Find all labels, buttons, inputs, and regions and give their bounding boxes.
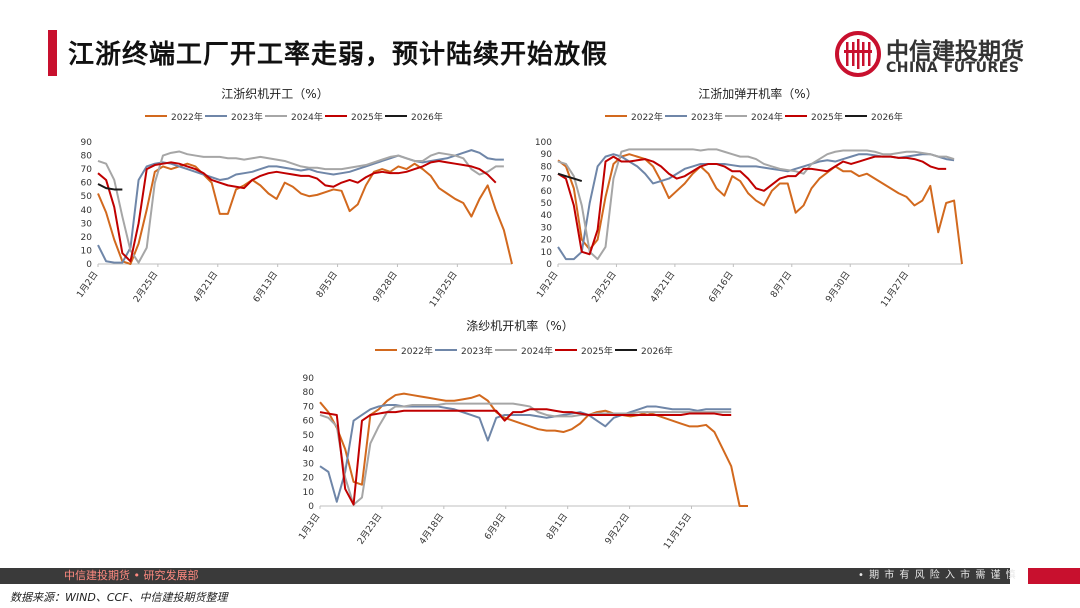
y-tick-label: 60 (541, 187, 553, 197)
y-tick-label: 10 (541, 248, 553, 258)
y-tick-label: 50 (81, 192, 93, 202)
y-tick-label: 70 (81, 165, 93, 175)
chart-title: 涤纱机开机率（%） (466, 318, 573, 333)
footer-bar (0, 568, 1010, 584)
logo-name-en: CHINA FUTURES (886, 60, 1020, 76)
y-tick-label: 90 (81, 138, 93, 148)
series-line (97, 159, 497, 263)
y-tick-label: 10 (81, 246, 93, 256)
y-tick-label: 0 (308, 502, 314, 512)
legend-label: 2022年 (631, 111, 663, 123)
y-tick-label: 10 (303, 488, 315, 498)
y-tick-label: 20 (303, 474, 315, 484)
chart-title: 江浙加弹开机率（%） (698, 86, 817, 101)
y-tick-label: 30 (81, 219, 93, 229)
y-tick-label: 40 (303, 445, 315, 455)
y-tick-label: 0 (546, 260, 552, 270)
x-tick-label: 2月25日 (131, 269, 160, 304)
series-line (97, 150, 504, 264)
series-line (557, 153, 955, 261)
data-source: 数据来源：WIND、CCF、中信建投期货整理 (10, 591, 228, 604)
title-accent-bar (48, 30, 57, 76)
y-tick-label: 50 (541, 199, 553, 209)
x-tick-label: 8月7日 (768, 269, 794, 299)
x-tick-label: 1月2日 (75, 269, 101, 299)
y-tick-label: 90 (303, 374, 315, 384)
x-tick-label: 8月5日 (314, 269, 340, 299)
footer-department: 中信建投期货 • 研究发展部 (64, 569, 199, 582)
legend-label: 2022年 (171, 111, 203, 123)
legend-label: 2024年 (521, 345, 553, 357)
x-tick-label: 2月23日 (355, 511, 384, 546)
series-line (319, 392, 748, 507)
legend-label: 2023年 (691, 111, 723, 123)
y-tick-label: 20 (81, 233, 93, 243)
footer-risk-warning: • 期 市 有 风 险 入 市 需 谨 慎 (858, 570, 1017, 581)
x-tick-label: 4月21日 (648, 269, 677, 304)
y-tick-label: 100 (535, 138, 552, 148)
chart-title: 江浙织机开工（%） (221, 87, 328, 101)
x-tick-label: 4月21日 (191, 269, 220, 304)
x-tick-label: 6月9日 (482, 511, 508, 541)
legend-label: 2022年 (401, 345, 433, 357)
x-tick-label: 9月22日 (603, 511, 632, 546)
x-tick-label: 9月28日 (371, 269, 400, 304)
legend-label: 2025年 (581, 345, 613, 357)
legend-label: 2024年 (751, 111, 783, 123)
y-tick-label: 30 (303, 459, 315, 469)
series-line (557, 172, 583, 182)
series-line (557, 148, 955, 261)
x-tick-label: 11月25日 (427, 269, 459, 309)
chart-texturing-machine-rate: 江浙加弹开机率（%） 2022年 2023年 2024年 2025年 2026年 0 10 20… (535, 86, 963, 309)
y-tick-label: 0 (86, 260, 92, 270)
x-tick-label: 1月3日 (297, 511, 323, 541)
y-tick-label: 70 (541, 175, 553, 185)
y-tick-label: 70 (303, 402, 315, 412)
legend-label: 2026年 (411, 111, 443, 123)
y-tick-label: 30 (541, 223, 553, 233)
x-tick-label: 6月13日 (251, 269, 280, 304)
y-tick-label: 20 (541, 236, 553, 246)
x-tick-label: 11月15日 (661, 511, 693, 551)
y-tick-label: 50 (303, 431, 315, 441)
y-tick-label: 40 (541, 211, 553, 221)
y-tick-label: 80 (81, 152, 93, 162)
legend-label: 2024年 (291, 111, 323, 123)
y-tick-label: 80 (541, 162, 553, 172)
logo-name-cn: 中信建投期货 (886, 39, 1024, 65)
series-line (97, 162, 513, 265)
logo-mark-icon (835, 31, 881, 77)
series-line (557, 153, 963, 265)
x-tick-label: 11月27日 (879, 269, 911, 309)
page-title: 江浙终端工厂开工率走弱，预计陆续开始放假 (68, 40, 609, 70)
chart-weaving-machine-rate: 江浙织机开工（%） 2022年 2023年 2024年 2025年 2026年 0 10 20 3… (75, 87, 513, 309)
series-line (319, 408, 732, 506)
chart-polyester-yarn-machine-rate: 涤纱机开机率（%） 2022年 2023年 2024年 2025年 2026年 0 10 20 3… (297, 318, 748, 551)
y-tick-label: 40 (81, 206, 93, 216)
legend-label: 2023年 (231, 111, 263, 123)
x-tick-label: 9月30日 (823, 269, 852, 304)
legend-label: 2023年 (461, 345, 493, 357)
series-line (319, 404, 732, 503)
y-tick-label: 60 (81, 179, 93, 189)
series-line (97, 183, 123, 191)
y-tick-label: 90 (541, 150, 553, 160)
legend-label: 2026年 (641, 345, 673, 357)
y-tick-label: 60 (303, 417, 315, 427)
x-tick-label: 2月25日 (590, 269, 619, 304)
legend-label: 2026年 (871, 111, 903, 123)
series-line (557, 155, 947, 256)
y-tick-label: 80 (303, 388, 315, 398)
x-tick-label: 8月1日 (544, 511, 570, 541)
legend-label: 2025年 (811, 111, 843, 123)
footer-accent (1028, 568, 1080, 584)
x-tick-label: 4月18日 (417, 511, 446, 546)
x-tick-label: 1月2日 (535, 269, 561, 299)
company-logo: 中信建投期货 CHINA FUTURES (834, 30, 1034, 80)
legend-label: 2025年 (351, 111, 383, 123)
x-tick-label: 6月16日 (707, 269, 736, 304)
